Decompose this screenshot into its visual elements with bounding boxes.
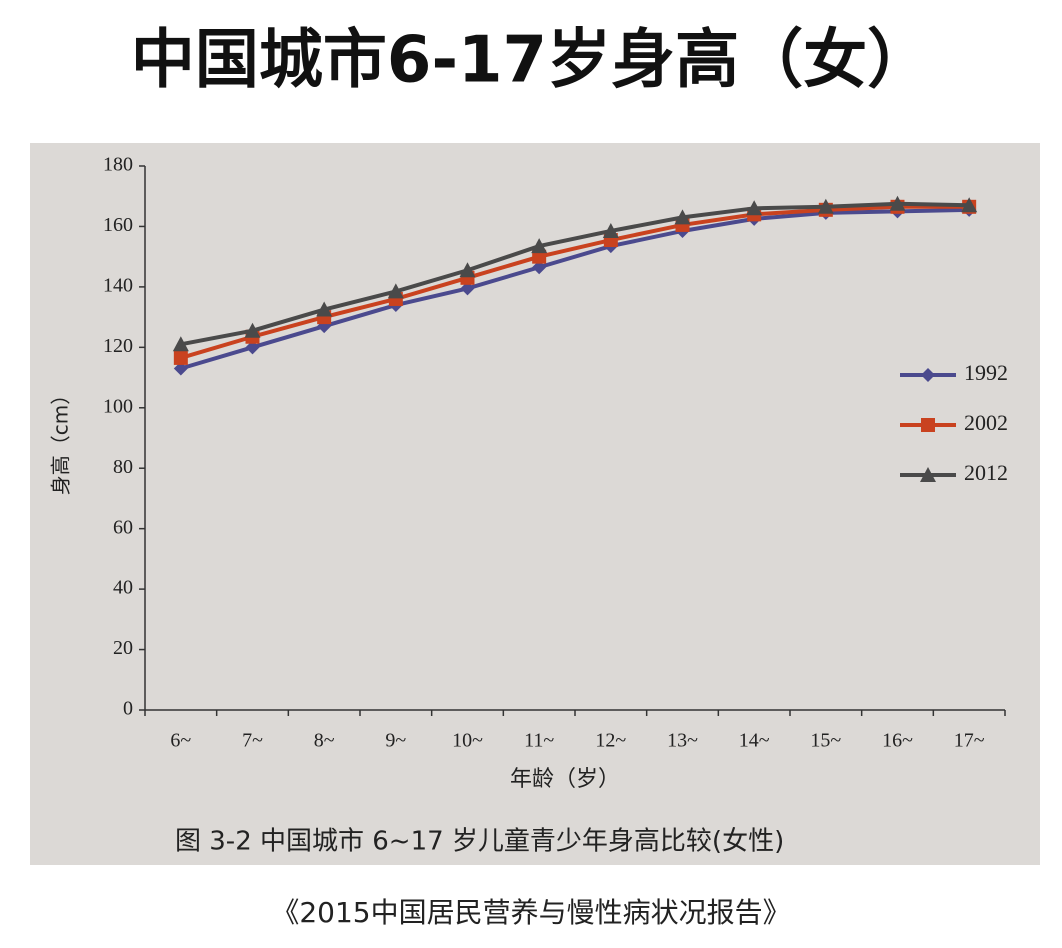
marker-triangle (889, 195, 906, 211)
y-tick-label: 80 (113, 456, 133, 478)
x-tick-label: 6~ (170, 730, 191, 752)
marker-square (173, 350, 188, 365)
marker-triangle (531, 238, 548, 254)
marker-square (921, 418, 935, 432)
marker-triangle (920, 467, 936, 482)
y-tick-label: 60 (113, 516, 133, 538)
legend-label: 1992 (964, 360, 1008, 385)
marker-diamond (173, 361, 188, 376)
marker-triangle (746, 200, 763, 216)
x-tick-label: 15~ (810, 730, 841, 752)
marker-diamond (245, 340, 260, 355)
y-tick-label: 120 (103, 335, 133, 357)
series-line (180, 207, 970, 371)
x-axis-label: 年龄（岁） (510, 767, 620, 792)
marker-square (532, 249, 547, 264)
marker-triangle (172, 336, 189, 352)
series-line (180, 204, 970, 360)
legend-label: 2002 (964, 410, 1008, 435)
marker-triangle (316, 301, 333, 317)
legend-label: 2012 (964, 460, 1008, 485)
marker-triangle (387, 283, 404, 299)
y-tick-label: 40 (113, 577, 133, 599)
x-tick-label: 17~ (954, 730, 985, 752)
y-tick-label: 180 (103, 154, 133, 176)
marker-triangle (244, 322, 261, 338)
figure-caption: 图 3-2 中国城市 6~17 岁儿童青少年身高比较(女性) (175, 827, 784, 857)
x-tick-label: 12~ (595, 730, 626, 752)
x-tick-label: 16~ (882, 730, 913, 752)
marker-diamond (532, 260, 547, 275)
x-tick-label: 11~ (524, 730, 554, 752)
marker-diamond (460, 281, 475, 296)
marker-diamond (921, 368, 935, 382)
page-title: 中国城市6-17岁身高（女） (131, 24, 931, 98)
series-line (180, 201, 970, 347)
x-tick-label: 9~ (385, 730, 406, 752)
marker-triangle (674, 209, 691, 225)
marker-triangle (602, 222, 619, 238)
x-tick-label: 14~ (739, 730, 770, 752)
x-tick-label: 7~ (242, 730, 263, 752)
y-axis-label: 身高（cm） (49, 385, 73, 495)
y-tick-label: 20 (113, 637, 133, 659)
y-tick-label: 160 (103, 214, 133, 236)
marker-triangle (961, 197, 978, 213)
x-tick-label: 8~ (314, 730, 335, 752)
marker-triangle (817, 198, 834, 214)
y-tick-label: 140 (103, 274, 133, 296)
x-tick-label: 10~ (452, 730, 483, 752)
source: 《2015中国居民营养与慢性病状况报告》 (271, 896, 790, 929)
x-tick-label: 13~ (667, 730, 698, 752)
y-tick-label: 0 (123, 698, 133, 720)
y-tick-label: 100 (103, 395, 133, 417)
marker-triangle (459, 262, 476, 278)
